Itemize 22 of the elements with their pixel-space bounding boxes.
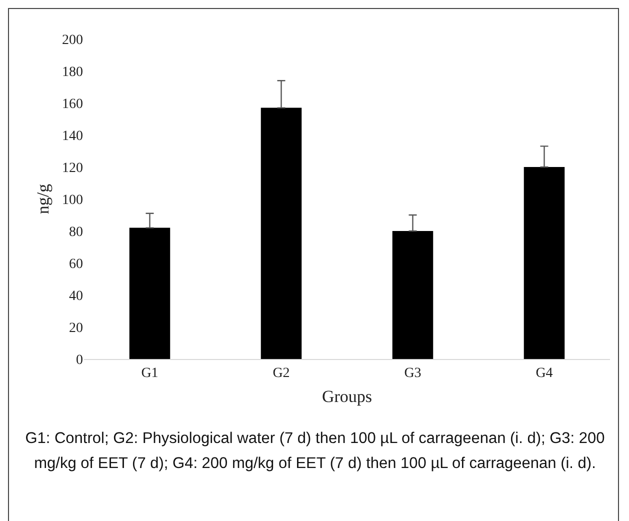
text: G1: Control; G2: Physiological water (7 d) then 100 µL of carrageenan (i. d); G3: 200 mg/kg of EET (7 d); G4: 200 mg/kg of EET (7 d) then 100 µL of carrageenan (i. d). bbox=[24, 429, 606, 474]
bar bbox=[260, 108, 302, 359]
x-tick-label: G2 bbox=[272, 366, 290, 381]
y-tick-label: 180 bbox=[62, 64, 83, 80]
y-tick-label: 80 bbox=[69, 224, 83, 240]
y-tick-label: 120 bbox=[62, 160, 83, 176]
y-tick-label: 20 bbox=[69, 320, 83, 336]
bar bbox=[392, 231, 434, 359]
y-tick-label: 160 bbox=[62, 96, 83, 112]
x-tick-label: G3 bbox=[404, 366, 422, 381]
x-tick-label: G1 bbox=[141, 366, 158, 381]
x-axis-title: Groups bbox=[322, 387, 372, 406]
x-tick-label: G4 bbox=[536, 366, 553, 381]
y-axis-title: ng/g bbox=[34, 183, 53, 214]
y-tick-label: 200 bbox=[62, 32, 83, 48]
bar bbox=[524, 167, 565, 359]
y-tick-label: 60 bbox=[69, 256, 83, 272]
y-tick-label: 140 bbox=[62, 128, 83, 144]
y-tick-label: 100 bbox=[62, 192, 83, 208]
y-tick-label: 0 bbox=[76, 352, 83, 368]
bar bbox=[129, 228, 170, 359]
y-tick-label: 40 bbox=[69, 288, 83, 304]
